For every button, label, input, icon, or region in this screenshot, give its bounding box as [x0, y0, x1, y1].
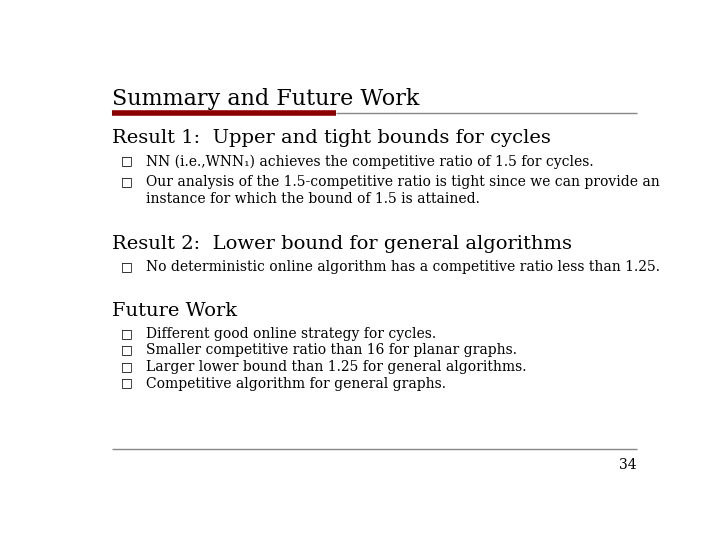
Text: instance for which the bound of 1.5 is attained.: instance for which the bound of 1.5 is a… — [145, 192, 480, 206]
Text: Our analysis of the 1.5-competitive ratio is tight since we can provide an: Our analysis of the 1.5-competitive rati… — [145, 175, 660, 189]
Text: □: □ — [121, 154, 132, 167]
Text: Competitive algorithm for general graphs.: Competitive algorithm for general graphs… — [145, 377, 446, 390]
Text: □: □ — [121, 327, 132, 340]
Text: Larger lower bound than 1.25 for general algorithms.: Larger lower bound than 1.25 for general… — [145, 360, 526, 374]
Text: Result 2:  Lower bound for general algorithms: Result 2: Lower bound for general algori… — [112, 235, 572, 253]
Text: Different good online strategy for cycles.: Different good online strategy for cycle… — [145, 327, 436, 341]
Text: □: □ — [121, 360, 132, 373]
Text: No deterministic online algorithm has a competitive ratio less than 1.25.: No deterministic online algorithm has a … — [145, 260, 660, 274]
Text: Result 1:  Upper and tight bounds for cycles: Result 1: Upper and tight bounds for cyc… — [112, 129, 552, 147]
Text: □: □ — [121, 175, 132, 188]
Text: □: □ — [121, 343, 132, 356]
Text: Summary and Future Work: Summary and Future Work — [112, 87, 420, 110]
Text: NN (i.e.,WNN₁) achieves the competitive ratio of 1.5 for cycles.: NN (i.e.,WNN₁) achieves the competitive … — [145, 154, 593, 168]
Text: Future Work: Future Work — [112, 302, 238, 320]
Text: □: □ — [121, 377, 132, 390]
Text: Smaller competitive ratio than 16 for planar graphs.: Smaller competitive ratio than 16 for pl… — [145, 343, 517, 357]
Text: 34: 34 — [619, 458, 637, 472]
Text: □: □ — [121, 260, 132, 273]
